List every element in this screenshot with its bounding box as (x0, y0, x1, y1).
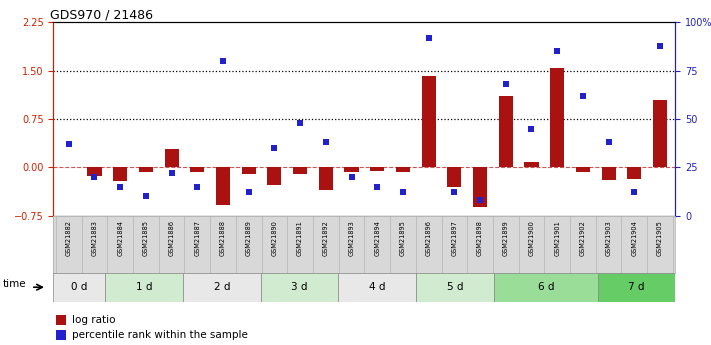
Bar (396, 167, 410, 172)
Text: GSM21902: GSM21902 (580, 220, 586, 256)
Bar (164, 149, 178, 167)
Bar (473, 167, 487, 207)
Bar (627, 167, 641, 179)
Text: GSM21904: GSM21904 (631, 220, 637, 256)
Bar (550, 68, 565, 167)
Text: GSM21894: GSM21894 (374, 220, 380, 256)
Point (89, 174, 100, 180)
Text: 4 d: 4 d (369, 282, 385, 292)
Bar (447, 167, 461, 187)
Point (166, 170, 177, 176)
Bar (183, 273, 261, 302)
Bar (319, 167, 333, 190)
Bar (113, 167, 127, 181)
Text: GSM21891: GSM21891 (297, 220, 303, 256)
Text: GSM21892: GSM21892 (323, 220, 328, 256)
Point (577, 93, 589, 99)
Bar (261, 273, 338, 302)
Point (114, 184, 126, 189)
Point (603, 139, 614, 145)
Point (320, 139, 331, 145)
Point (346, 174, 357, 180)
Bar (56, 315, 65, 325)
Bar (216, 167, 230, 205)
Point (526, 126, 538, 131)
Text: 0 d: 0 d (71, 282, 87, 292)
Text: GSM21882: GSM21882 (65, 220, 72, 256)
Point (654, 43, 665, 48)
Text: percentile rank within the sample: percentile rank within the sample (72, 330, 248, 340)
Bar (525, 162, 538, 167)
Text: GSM21883: GSM21883 (92, 220, 97, 256)
Text: 3 d: 3 d (292, 282, 308, 292)
Point (449, 190, 460, 195)
Text: log ratio: log ratio (72, 315, 115, 325)
Text: GSM21896: GSM21896 (426, 220, 432, 256)
Text: GSM21897: GSM21897 (451, 220, 457, 256)
Bar (344, 167, 358, 172)
Point (474, 197, 486, 203)
Point (294, 120, 306, 126)
Text: GSM21900: GSM21900 (528, 220, 535, 256)
Point (552, 49, 563, 54)
Text: 2 d: 2 d (213, 282, 230, 292)
Text: time: time (3, 279, 26, 289)
Bar (191, 167, 204, 172)
Text: GSM21889: GSM21889 (246, 220, 252, 256)
Point (372, 184, 383, 189)
Point (500, 81, 511, 87)
Text: 6 d: 6 d (538, 282, 554, 292)
Bar (416, 273, 494, 302)
Point (63, 141, 75, 147)
Bar (105, 273, 183, 302)
Text: GSM21893: GSM21893 (348, 220, 355, 256)
Text: 5 d: 5 d (447, 282, 464, 292)
Text: GSM21886: GSM21886 (169, 220, 175, 256)
Bar (139, 167, 153, 172)
Text: GSM21885: GSM21885 (143, 220, 149, 256)
Text: GSM21884: GSM21884 (117, 220, 123, 256)
Point (191, 184, 203, 189)
Text: GSM21905: GSM21905 (657, 220, 663, 256)
Text: 7 d: 7 d (629, 282, 645, 292)
Text: GDS970 / 21486: GDS970 / 21486 (50, 8, 153, 21)
Point (423, 35, 434, 41)
Text: GSM21901: GSM21901 (554, 220, 560, 256)
Bar (602, 167, 616, 180)
Bar (56, 330, 65, 340)
Text: GSM21888: GSM21888 (220, 220, 226, 256)
Point (397, 190, 409, 195)
Point (243, 190, 255, 195)
Point (629, 190, 640, 195)
Bar (53, 273, 105, 302)
Bar (293, 167, 307, 174)
Bar (267, 167, 282, 185)
Bar (87, 167, 102, 176)
Bar (576, 167, 590, 172)
Text: 1 d: 1 d (136, 282, 152, 292)
Text: GSM21898: GSM21898 (477, 220, 483, 256)
Text: GSM21890: GSM21890 (272, 220, 277, 256)
Text: GSM21895: GSM21895 (400, 220, 406, 256)
Text: GSM21903: GSM21903 (606, 220, 611, 256)
Bar (242, 167, 256, 174)
Bar (498, 97, 513, 167)
Point (269, 145, 280, 151)
Bar (598, 273, 675, 302)
Bar (494, 273, 598, 302)
Text: GSM21899: GSM21899 (503, 220, 509, 256)
Point (140, 194, 151, 199)
Bar (370, 167, 385, 170)
Bar (422, 76, 436, 167)
Bar (653, 100, 667, 167)
Bar (338, 273, 416, 302)
Text: GSM21887: GSM21887 (194, 220, 201, 256)
Point (218, 58, 229, 64)
